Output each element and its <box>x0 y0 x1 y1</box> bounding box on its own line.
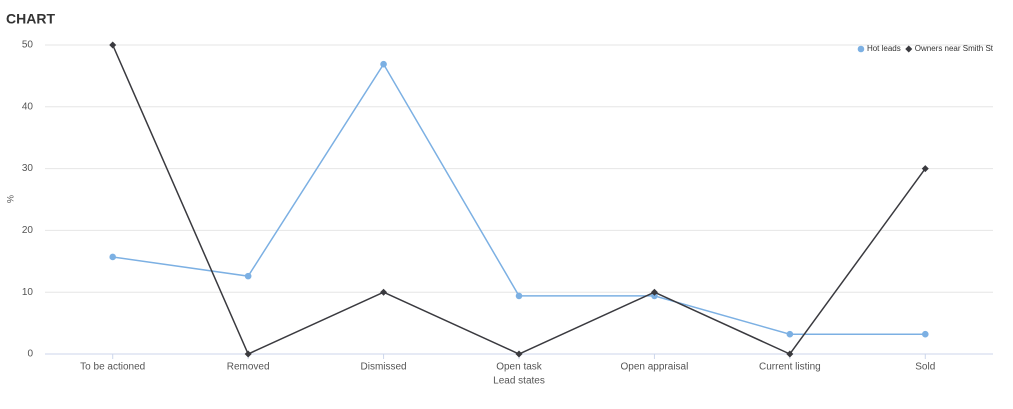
y-tick-label: 20 <box>22 225 34 236</box>
x-axis-label: Lead states <box>493 376 545 387</box>
point <box>380 60 387 68</box>
y-tick-label: 30 <box>22 163 34 174</box>
point <box>921 330 929 338</box>
point <box>380 288 388 296</box>
x-tick-label: Removed <box>227 362 270 373</box>
point <box>515 350 523 358</box>
x-tick-label: Open task <box>496 362 543 373</box>
point <box>650 288 658 296</box>
x-tick-label: Open appraisal <box>621 362 689 373</box>
point <box>109 41 117 49</box>
x-tick-label: To be actioned <box>80 362 145 373</box>
point <box>857 45 865 53</box>
point <box>921 165 929 173</box>
x-tick-label: Dismissed <box>361 362 407 373</box>
point <box>109 253 117 261</box>
chart-title: CHART <box>6 11 55 27</box>
point <box>515 292 523 300</box>
point <box>244 272 252 280</box>
series-line <box>112 44 926 355</box>
x-tick-label: Sold <box>915 362 935 373</box>
y-tick-label: 40 <box>22 101 34 112</box>
point <box>651 292 658 300</box>
y-axis-label: % <box>5 195 15 203</box>
y-tick-label: 10 <box>22 287 34 298</box>
point <box>786 350 794 358</box>
y-tick-label: 0 <box>27 349 33 360</box>
point <box>244 350 252 358</box>
legend-label: Hot leads <box>867 44 901 53</box>
y-tick-label: 50 <box>22 40 34 51</box>
legend-label: Owners near Smith St <box>915 44 994 53</box>
point <box>786 330 794 338</box>
point <box>905 45 913 53</box>
x-tick-label: Current listing <box>759 362 821 373</box>
